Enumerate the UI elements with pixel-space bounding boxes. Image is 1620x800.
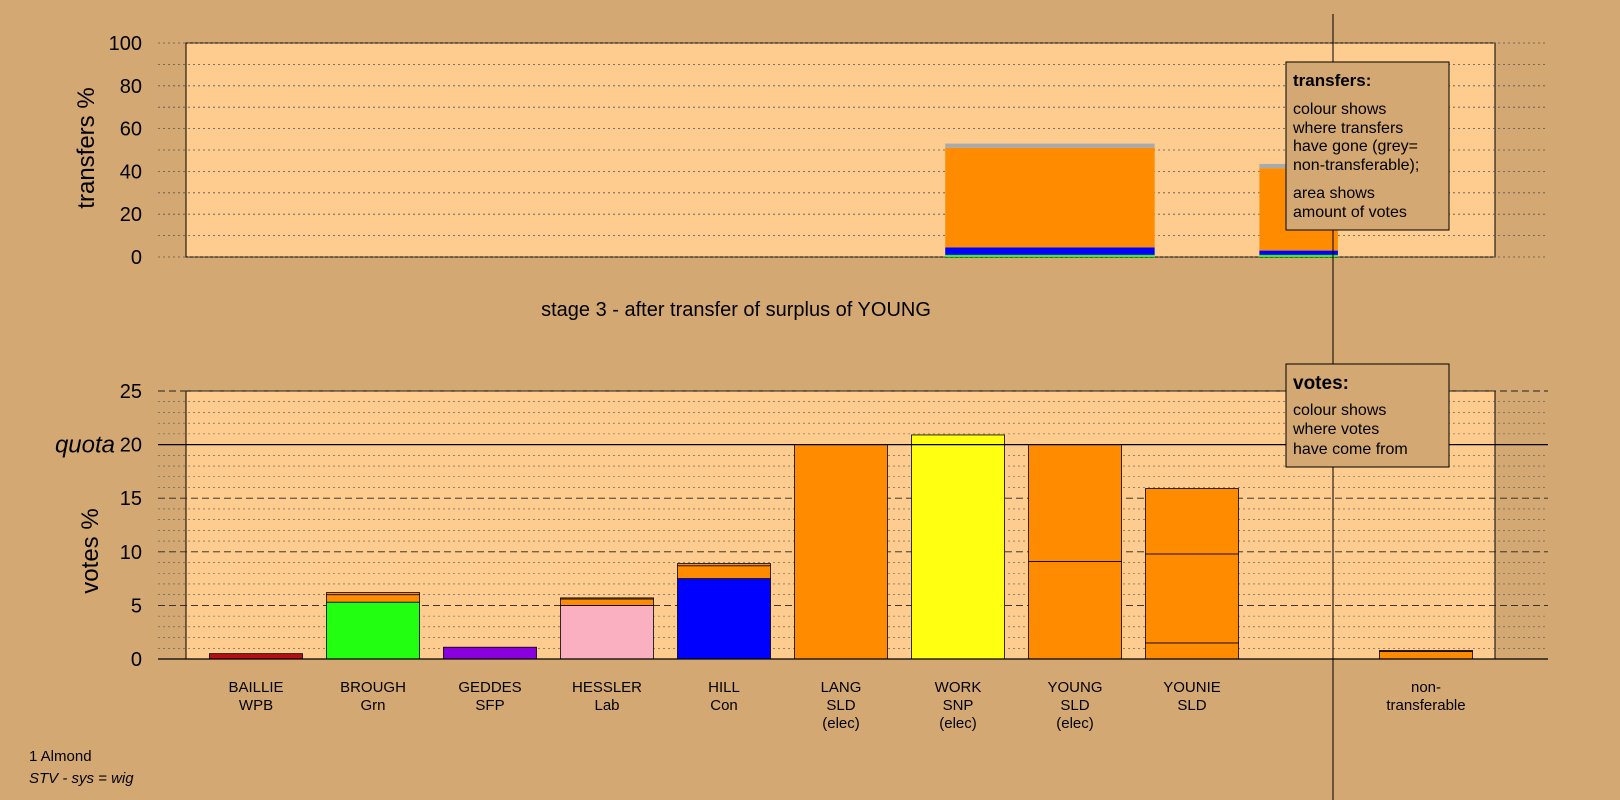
vote-segment-work	[911, 434, 1005, 660]
vote-segment-brough	[326, 594, 420, 603]
transfer-segment-Grn	[945, 254, 1155, 257]
bottom-y-axis-label: votes %	[77, 508, 104, 593]
transfers-plot: 0 20 40 60 80 100	[109, 33, 1548, 269]
footer-ward: 1 Almond	[29, 748, 92, 765]
votes-legend-line2: where votes	[1292, 421, 1379, 438]
vote-segment-brough	[326, 592, 420, 596]
candidate-party-label: WPB	[239, 697, 273, 714]
transfers-y-tick-label: 20	[120, 204, 142, 226]
transfers-legend: transfers: colour shows where transfers …	[1285, 61, 1450, 231]
vote-segment-younie	[1145, 488, 1239, 555]
votes-legend-line3: have come from	[1293, 441, 1408, 458]
transfer-segment-Grn	[1259, 254, 1338, 257]
vote-segment-younie	[1145, 553, 1239, 644]
candidate-party-label: SFP	[475, 697, 504, 714]
vote-segment-brough	[326, 601, 420, 660]
candidate-name-label: BAILLIE	[228, 679, 283, 696]
vote-segment-hessler	[560, 597, 654, 600]
transfer-segment-nontransferable	[945, 143, 1155, 148]
candidate-name-label: WORK	[935, 679, 982, 696]
votes-y-tick-label: 25	[120, 381, 142, 403]
vote-segment-hill	[677, 565, 771, 580]
transfers-legend-line2: where transfers	[1292, 120, 1403, 137]
candidate-party-label: Lab	[594, 697, 619, 714]
top-y-axis-label: transfers %	[73, 87, 100, 208]
candidate-elected-label: (elec)	[822, 715, 860, 732]
vote-segment-young	[1028, 444, 1122, 562]
candidate-name-label: GEDDES	[458, 679, 521, 696]
transfer-segment-Con	[945, 247, 1155, 255]
votes-y-tick-label: 20	[120, 435, 142, 457]
transfer-segment-Con	[1259, 250, 1338, 255]
candidate-name-label: HILL	[708, 679, 740, 696]
footer-system: STV - sys = wig	[29, 770, 134, 787]
vote-segment-lang	[794, 444, 888, 660]
transfers-legend-line1: colour shows	[1293, 101, 1386, 118]
votes-legend: votes: colour shows where votes have com…	[1285, 363, 1450, 468]
vote-segment-hill	[677, 578, 771, 660]
quota-label: quota	[55, 432, 115, 459]
transfers-y-tick-label: 80	[120, 76, 142, 98]
transfers-y-tick-label: 100	[109, 33, 142, 55]
transfers-legend-line4: non-transferable);	[1293, 157, 1419, 174]
stage-label: stage 3 - after transfer of surplus of Y…	[541, 299, 931, 321]
candidate-party-label: SLD	[826, 697, 855, 714]
votes-legend-line1: colour shows	[1293, 402, 1386, 419]
candidate-name-label: LANG	[821, 679, 862, 696]
transfers-legend-title: transfers:	[1293, 71, 1371, 90]
candidate-name-label: non-	[1411, 679, 1441, 696]
vote-segment-young	[1028, 561, 1122, 660]
votes-legend-title: votes:	[1293, 373, 1349, 394]
vote-segment-hill	[677, 563, 771, 567]
votes-y-tick-label: 5	[131, 595, 142, 617]
vote-segment-baillie	[209, 653, 303, 660]
transfers-legend-line6: amount of votes	[1293, 204, 1407, 221]
transfer-segment-SLD	[945, 147, 1155, 248]
votes-y-tick-label: 0	[131, 649, 142, 671]
vote-segment-non	[1379, 650, 1473, 652]
transfers-legend-line5: area shows	[1293, 185, 1375, 202]
candidate-name-label: YOUNIE	[1163, 679, 1221, 696]
transfers-legend-line3: have gone (grey=	[1293, 138, 1418, 155]
votes-y-tick-label: 15	[120, 488, 142, 510]
votes-y-tick-label: 10	[120, 542, 142, 564]
vote-segment-hessler	[560, 605, 654, 660]
candidate-party-label: SLD	[1060, 697, 1089, 714]
candidate-party-label: Grn	[360, 697, 385, 714]
vote-segment-younie	[1145, 642, 1239, 660]
candidate-name-label: HESSLER	[572, 679, 642, 696]
candidate-name-label: YOUNG	[1047, 679, 1102, 696]
candidate-elected-label: (elec)	[1056, 715, 1094, 732]
candidate-name-label: BROUGH	[340, 679, 406, 696]
candidate-party-label: SLD	[1177, 697, 1206, 714]
candidate-party-label: SNP	[943, 697, 974, 714]
transfers-y-tick-label: 60	[120, 119, 142, 141]
vote-segment-geddes	[443, 646, 537, 660]
candidate-party-label: transferable	[1386, 697, 1465, 714]
transfers-y-tick-label: 40	[120, 161, 142, 183]
candidate-elected-label: (elec)	[939, 715, 977, 732]
vote-segment-hessler	[560, 598, 654, 606]
candidate-party-label: Con	[710, 697, 738, 714]
vote-segment-non	[1379, 651, 1473, 660]
transfers-y-tick-label: 0	[131, 247, 142, 269]
